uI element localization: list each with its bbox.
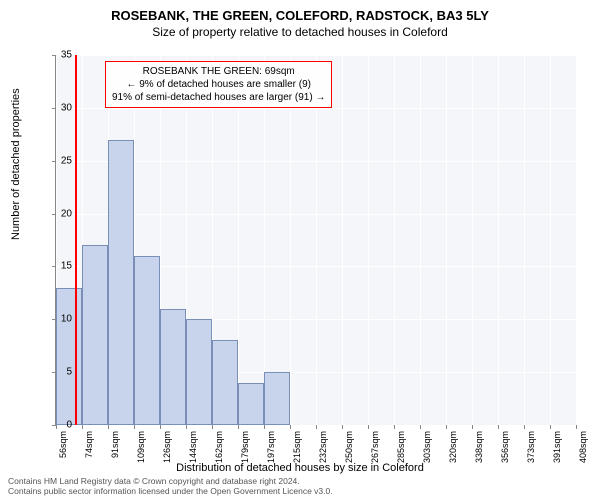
gridline-v <box>368 55 369 425</box>
xtick-label: 338sqm <box>474 431 484 463</box>
xtick-label: 91sqm <box>110 431 120 458</box>
xtick-mark <box>550 425 551 429</box>
gridline-v <box>316 55 317 425</box>
footer-text: Contains HM Land Registry data © Crown c… <box>8 476 333 496</box>
gridline-v <box>524 55 525 425</box>
xtick-mark <box>368 425 369 429</box>
chart-subtitle: Size of property relative to detached ho… <box>0 23 600 39</box>
xtick-mark <box>134 425 135 429</box>
xtick-label: 144sqm <box>188 431 198 463</box>
histogram-bar <box>238 383 264 425</box>
gridline-v <box>420 55 421 425</box>
gridline-v <box>264 55 265 425</box>
xtick-label: 250sqm <box>344 431 354 463</box>
x-axis-label: Distribution of detached houses by size … <box>0 462 600 474</box>
gridline-v <box>342 55 343 425</box>
histogram-bar <box>160 309 186 425</box>
xtick-mark <box>290 425 291 429</box>
xtick-mark <box>524 425 525 429</box>
xtick-mark <box>420 425 421 429</box>
xtick-label: 179sqm <box>240 431 250 463</box>
gridline-v <box>238 55 239 425</box>
gridline-v <box>498 55 499 425</box>
ytick-label: 0 <box>42 420 72 431</box>
footer-line1: Contains HM Land Registry data © Crown c… <box>8 476 333 486</box>
xtick-label: 373sqm <box>526 431 536 463</box>
histogram-bar <box>82 245 108 425</box>
ytick-label: 35 <box>42 50 72 61</box>
gridline-v <box>394 55 395 425</box>
xtick-label: 56sqm <box>58 431 68 458</box>
xtick-mark <box>472 425 473 429</box>
histogram-bar <box>56 288 82 425</box>
histogram-bar <box>264 372 290 425</box>
xtick-label: 356sqm <box>500 431 510 463</box>
y-axis-label: Number of detached properties <box>10 88 22 240</box>
annotation-line1: ROSEBANK THE GREEN: 69sqm <box>112 65 325 78</box>
xtick-label: 162sqm <box>214 431 224 463</box>
histogram-bar <box>108 140 134 425</box>
xtick-mark <box>238 425 239 429</box>
annotation-line2: ← 9% of detached houses are smaller (9) <box>112 78 325 91</box>
histogram-bar <box>134 256 160 425</box>
xtick-mark <box>82 425 83 429</box>
ytick-label: 25 <box>42 155 72 166</box>
ytick-label: 20 <box>42 208 72 219</box>
xtick-label: 303sqm <box>422 431 432 463</box>
gridline-v <box>576 55 577 425</box>
annotation-box: ROSEBANK THE GREEN: 69sqm ← 9% of detach… <box>105 61 332 108</box>
gridline-v <box>290 55 291 425</box>
xtick-mark <box>212 425 213 429</box>
plot-region <box>55 55 576 426</box>
xtick-label: 320sqm <box>448 431 458 463</box>
xtick-label: 109sqm <box>136 431 146 463</box>
xtick-label: 215sqm <box>292 431 302 463</box>
xtick-mark <box>264 425 265 429</box>
ytick-label: 15 <box>42 261 72 272</box>
xtick-label: 408sqm <box>578 431 588 463</box>
chart-container: ROSEBANK, THE GREEN, COLEFORD, RADSTOCK,… <box>0 0 600 500</box>
property-marker-line <box>75 55 77 425</box>
xtick-mark <box>576 425 577 429</box>
xtick-mark <box>498 425 499 429</box>
xtick-mark <box>108 425 109 429</box>
ytick-label: 10 <box>42 314 72 325</box>
chart-title: ROSEBANK, THE GREEN, COLEFORD, RADSTOCK,… <box>0 0 600 23</box>
xtick-label: 232sqm <box>318 431 328 463</box>
xtick-mark <box>186 425 187 429</box>
xtick-mark <box>316 425 317 429</box>
chart-area: ROSEBANK THE GREEN: 69sqm ← 9% of detach… <box>55 55 575 425</box>
histogram-bar <box>186 319 212 425</box>
ytick-label: 5 <box>42 367 72 378</box>
xtick-mark <box>446 425 447 429</box>
xtick-label: 74sqm <box>84 431 94 458</box>
xtick-mark <box>394 425 395 429</box>
xtick-label: 197sqm <box>266 431 276 463</box>
histogram-bar <box>212 340 238 425</box>
ytick-label: 30 <box>42 102 72 113</box>
gridline-v <box>446 55 447 425</box>
xtick-label: 391sqm <box>552 431 562 463</box>
annotation-line3: 91% of semi-detached houses are larger (… <box>112 91 325 104</box>
gridline-v <box>550 55 551 425</box>
xtick-label: 267sqm <box>370 431 380 463</box>
footer-line2: Contains public sector information licen… <box>8 486 333 496</box>
xtick-mark <box>342 425 343 429</box>
xtick-mark <box>160 425 161 429</box>
gridline-v <box>472 55 473 425</box>
xtick-label: 285sqm <box>396 431 406 463</box>
xtick-label: 126sqm <box>162 431 172 463</box>
